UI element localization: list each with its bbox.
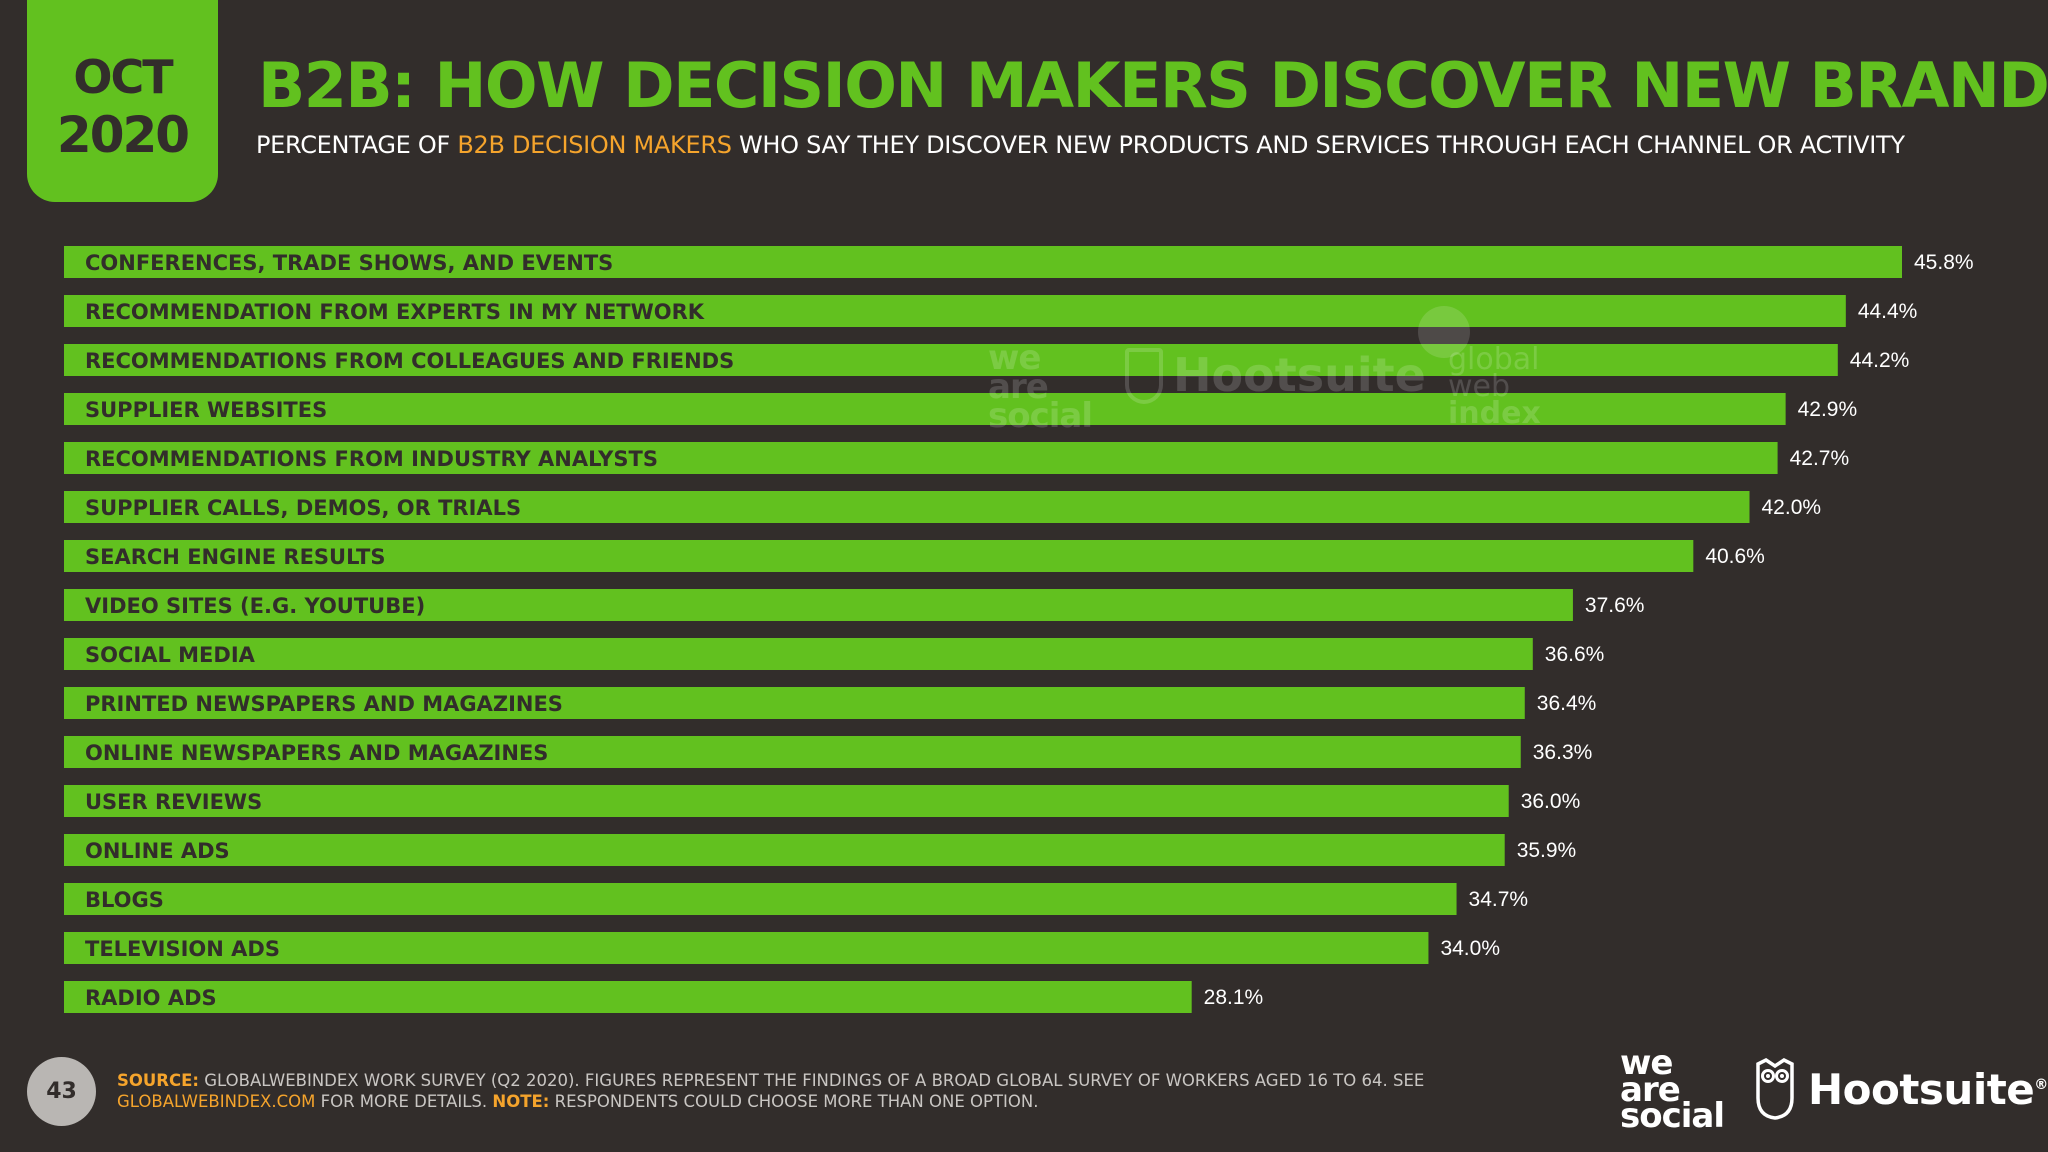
bar-13 [64,883,1457,915]
bar-2 [64,344,1838,376]
owl-icon [1756,1058,1794,1120]
bar-category-label: RADIO ADS [85,986,217,1010]
subtitle-highlight: B2B DECISION MAKERS [457,131,732,159]
bar-category-label: PRINTED NEWSPAPERS AND MAGAZINES [85,692,563,716]
source-text: GLOBALWEBINDEX WORK SURVEY (Q2 2020). FI… [199,1071,1425,1090]
bar-category-label: RECOMMENDATION FROM EXPERTS IN MY NETWOR… [85,300,705,324]
bar-category-label: CONFERENCES, TRADE SHOWS, AND EVENTS [85,251,613,275]
bar-9 [64,687,1525,719]
bar-value-label: 44.4% [1858,300,1918,323]
bar-value-label: 34.0% [1440,937,1500,960]
watermark-we-are-social: we are social [988,338,1093,436]
bar-value-label: 45.8% [1914,251,1974,274]
bar-category-label: BLOGS [85,888,164,912]
watermark-gwi-line: index [1448,396,1541,431]
watermark-gwi-line: web [1448,369,1511,404]
bar-7 [64,589,1573,621]
bar-category-label: TELEVISION ADS [85,937,280,961]
bar-category-label: ONLINE ADS [85,839,230,863]
bar-value-label: 44.2% [1850,349,1910,372]
logo-weare-line: are [1620,1069,1681,1110]
date-month: OCT [73,50,173,104]
bar-10 [64,736,1521,768]
bar-value-label: 36.4% [1537,692,1597,715]
watermark-gwi: global web index [1448,342,1541,431]
source-link[interactable]: GLOBALWEBINDEX.COM [117,1092,316,1112]
bar-value-label: 37.6% [1585,594,1645,617]
bar-category-label: VIDEO SITES (E.G. YOUTUBE) [85,594,425,618]
bar-value-label: 42.7% [1790,447,1850,470]
bar-3 [64,393,1786,425]
bar-value-label: 36.3% [1533,741,1593,764]
bar-12 [64,834,1505,866]
date-badge: OCT 2020 [27,0,218,202]
bar-6 [64,540,1694,572]
bar-category-label: SEARCH ENGINE RESULTS [85,545,385,569]
trademark-symbol: ® [2034,1076,2048,1093]
bar-value-label: 28.1% [1204,986,1264,1009]
bar-4 [64,442,1778,474]
bar-0 [64,246,1902,278]
watermark-hootsuite: Hootsuite [1125,348,1426,404]
page-title: B2B: HOW DECISION MAKERS DISCOVER NEW BR… [258,49,2048,122]
bar-category-label: RECOMMENDATIONS FROM COLLEAGUES AND FRIE… [85,349,734,373]
bar-category-label: SOCIAL MEDIA [85,643,256,667]
bar-value-label: 42.9% [1798,398,1858,421]
bar-category-label: SUPPLIER CALLS, DEMOS, OR TRIALS [85,496,521,520]
bar-value-label: 35.9% [1517,839,1577,862]
page-subtitle: PERCENTAGE OF B2B DECISION MAKERS WHO SA… [256,131,1905,159]
bar-value-label: 34.7% [1469,888,1529,911]
bar-14 [64,932,1429,964]
bar-category-label: USER REVIEWS [85,790,262,814]
hootsuite-logo-text: Hootsuite® [1808,1065,2048,1114]
watermark-gwi-line: global [1448,342,1540,377]
date-year: 2020 [56,106,190,164]
bar-11 [64,785,1509,817]
note-text: RESPONDENTS COULD CHOOSE MORE THAN ONE O… [549,1092,1039,1112]
page-number: 43 [27,1057,96,1126]
bar-value-label: 42.0% [1762,496,1822,519]
logo-weare-line: social [1620,1096,1725,1137]
bar-5 [64,491,1750,523]
source-label: SOURCE: [117,1071,199,1090]
bar-category-label: SUPPLIER WEBSITES [85,398,327,422]
bar-1 [64,295,1846,327]
bar-value-label: 36.6% [1545,643,1605,666]
we-are-social-logo: we are social [1620,1043,1725,1137]
hootsuite-logo-name: Hootsuite [1808,1064,2035,1114]
watermark-weare-line: social [988,395,1093,436]
watermark-weare-line: we [988,338,1041,378]
subtitle-pre: PERCENTAGE OF [256,131,458,159]
watermark-owl-icon [1125,348,1163,404]
watermark-weare-line: are [988,366,1049,407]
bar-category-label: RECOMMENDATIONS FROM INDUSTRY ANALYSTS [85,447,658,471]
hootsuite-logo: Hootsuite® [1754,1058,2048,1120]
bar-value-label: 36.0% [1521,790,1581,813]
logo-weare-line: we [1620,1043,1673,1083]
source-text-2: FOR MORE DETAILS. [315,1092,493,1112]
bar-category-label: ONLINE NEWSPAPERS AND MAGAZINES [85,741,548,765]
watermark-hootsuite-text: Hootsuite [1173,348,1426,403]
source-note: SOURCE: GLOBALWEBINDEX WORK SURVEY (Q2 2… [117,1070,1577,1113]
bar-15 [64,981,1192,1013]
bar-8 [64,638,1533,670]
subtitle-post: WHO SAY THEY DISCOVER NEW PRODUCTS AND S… [731,131,1905,159]
bar-value-label: 40.6% [1705,545,1765,568]
note-label: NOTE: [492,1092,550,1112]
watermark-gwi-dot-icon [1418,306,1470,358]
